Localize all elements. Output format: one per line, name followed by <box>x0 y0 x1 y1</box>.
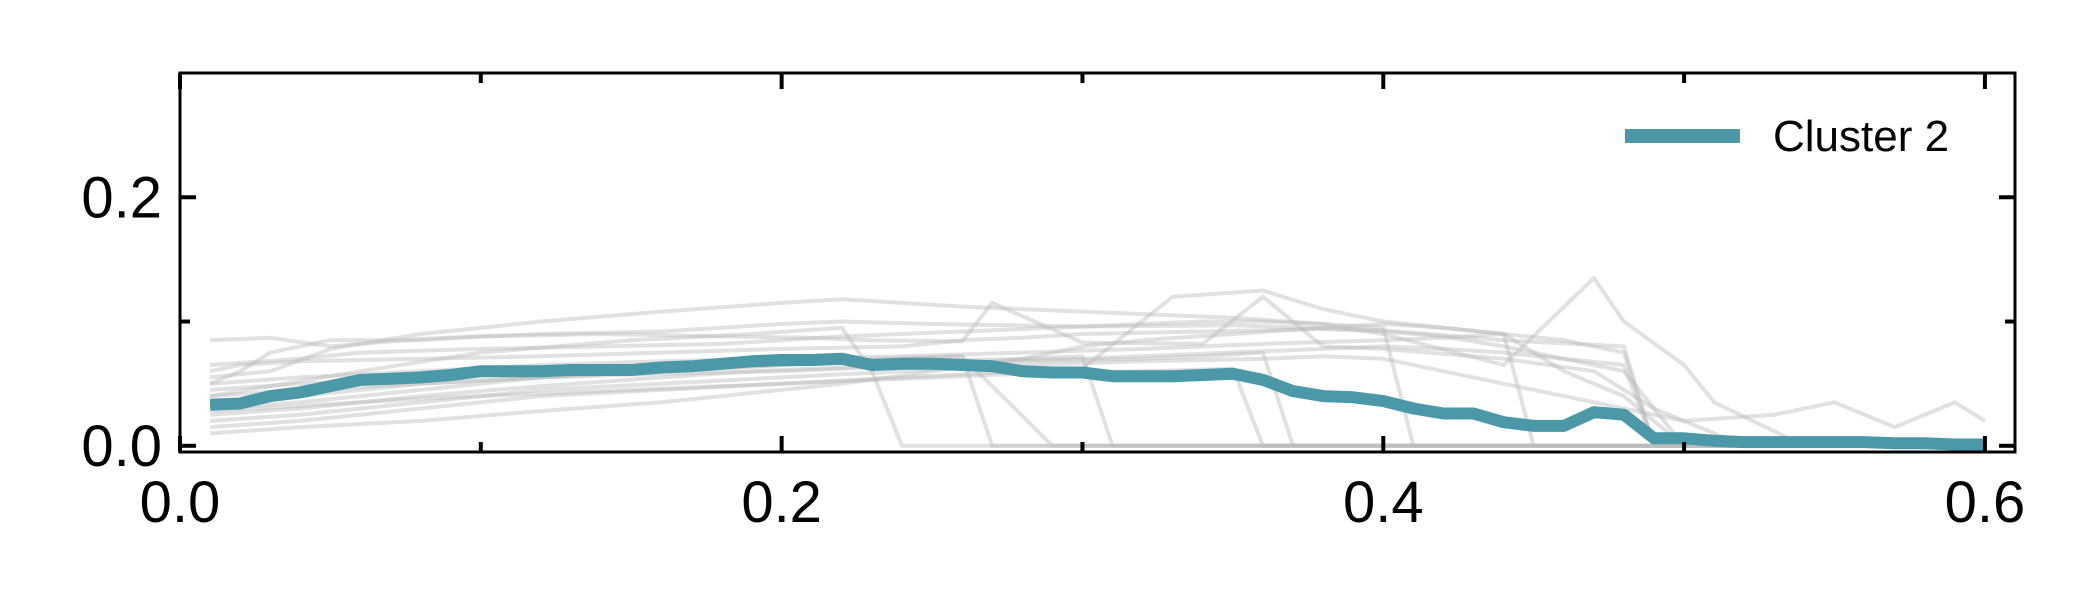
background-series-line <box>209 350 1985 448</box>
background-series-line <box>209 322 1985 448</box>
x-tick-label: 0.2 <box>741 470 822 535</box>
x-tick-label: 0.6 <box>1945 470 2026 535</box>
background-series-line <box>209 354 1985 448</box>
background-series-line <box>210 319 1985 448</box>
background-series-line <box>209 276 1985 448</box>
background-series-line <box>209 294 1985 448</box>
series-line-cluster-2 <box>209 352 1985 451</box>
x-tick-label: 0.0 <box>140 470 221 535</box>
x-tick-label: 0.4 <box>1343 470 1424 535</box>
background-series-line <box>209 288 1985 448</box>
y-tick-labels: 0.0 0.2 <box>81 165 162 479</box>
highlight-series-line <box>209 352 1985 451</box>
axis-ticks <box>178 73 2015 452</box>
background-series-line <box>209 327 1985 448</box>
y-tick-label: 0.0 <box>81 414 162 479</box>
x-tick-labels: 0.0 0.2 0.4 0.6 <box>140 470 2026 535</box>
background-series-line <box>209 319 1985 448</box>
legend: Cluster 2 <box>1625 112 1949 161</box>
plot-frame <box>178 71 2017 454</box>
background-series-line <box>209 325 1985 448</box>
y-tick-label: 0.2 <box>81 165 162 230</box>
background-series-line <box>209 354 1986 430</box>
background-series-lines <box>209 276 1986 448</box>
legend-label: Cluster 2 <box>1773 112 1949 161</box>
